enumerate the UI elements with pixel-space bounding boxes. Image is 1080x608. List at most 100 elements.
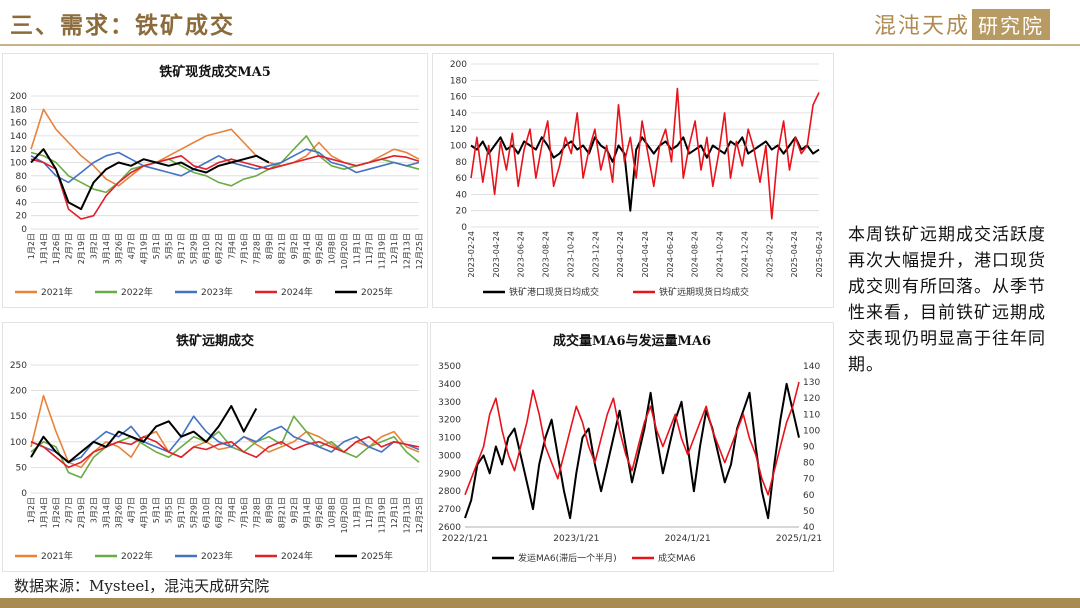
x-tick-label: 12月25日: [415, 497, 424, 533]
y-tick-label: 80: [16, 172, 28, 182]
y2-tick-label: 140: [803, 362, 820, 372]
x-tick-label: 11月1日: [352, 497, 361, 528]
y-tick-label: 200: [10, 92, 27, 102]
x-tick-label: 5月17日: [177, 233, 186, 264]
y-tick-label: 100: [450, 142, 467, 152]
x-tick-label: 12月13日: [402, 497, 411, 533]
y-tick-label: 160: [450, 93, 467, 103]
x-tick-label: 11月1日: [352, 233, 361, 264]
x-tick-label: 7月28日: [252, 233, 261, 264]
y2-tick-label: 100: [803, 426, 820, 436]
x-tick-label: 5月29日: [190, 497, 199, 528]
series-line: [30, 155, 420, 220]
x-tick-label: 9月26日: [315, 497, 324, 528]
y-tick-label: 2700: [438, 505, 461, 515]
y-tick-label: 80: [456, 158, 468, 168]
chart-volume-vs-shipment: 成交量MA6与发运量MA6 2600 2700 2800 2900 3000 3100 320…: [430, 322, 834, 572]
x-tick-label: 12月25日: [415, 233, 424, 269]
chart-title: 铁矿远期成交: [175, 333, 254, 349]
x-tick-label: 2024-10-24: [716, 231, 725, 278]
x-tick-label: 5月5日: [165, 497, 174, 523]
legend-label: 成交MA6: [658, 552, 696, 564]
x-tick-label: 3月2日: [90, 233, 99, 259]
x-tick-label: 2023-08-24: [542, 231, 551, 278]
y-tick-label: 140: [450, 109, 467, 119]
y-tick-label: 20: [456, 207, 468, 217]
x-tick-label: 7月28日: [252, 497, 261, 528]
header-bar: 三、需求：铁矿成交 混沌天成 研究院: [0, 0, 1080, 46]
x-tick-label: 2023-12-24: [591, 231, 600, 278]
x-tick-label: 2022/1/21: [442, 534, 488, 544]
x-tick-label: 3月2日: [90, 497, 99, 523]
y2-tick-label: 130: [803, 378, 820, 388]
y2-tick-label: 50: [803, 507, 815, 517]
y-tick-label: 160: [10, 119, 27, 129]
brand-institute: 研究院: [972, 8, 1050, 40]
x-tick-label: 10月20日: [340, 233, 349, 269]
y2-tick-label: 90: [803, 443, 815, 453]
data-source: 数据来源：Mysteel，混沌天成研究院: [14, 577, 270, 595]
y2-tick-label: 60: [803, 491, 815, 501]
x-tick-label: 1月14日: [40, 233, 49, 264]
y-tick-label: 0: [21, 225, 27, 235]
x-tick-label: 9月26日: [315, 233, 324, 264]
x-tick-label: 9月2日: [290, 497, 299, 523]
chart-port-vs-forward: 0 20 40 60 80 100 120 140 160 180 200 2023-02-24 202…: [432, 53, 834, 308]
x-tick-label: 5月29日: [190, 233, 199, 264]
x-tick-label: 2025-02-24: [765, 231, 774, 278]
x-tick-label: 9月2日: [290, 233, 299, 259]
x-tick-label: 4月7日: [127, 233, 136, 259]
x-tick-label: 3月14日: [102, 233, 111, 264]
chart-svg: 成交量MA6与发运量MA6 2600 2700 2800 2900 3000 3100 320…: [438, 333, 822, 564]
x-tick-label: 2025-04-24: [790, 231, 799, 278]
legend-label: 铁矿港口现货日均成交: [509, 286, 599, 298]
y-tick-label: 3000: [438, 451, 461, 461]
x-tick-label: 1月26日: [52, 233, 61, 264]
x-tick-label: 2024-06-24: [666, 231, 675, 278]
legend-label: 2022年: [121, 286, 153, 298]
x-tick-label: 4月19日: [140, 497, 149, 528]
x-tick-label: 2024-08-24: [691, 231, 700, 278]
y-tick-label: 2800: [438, 487, 461, 497]
x-tick-label: 2月19日: [77, 497, 86, 528]
x-tick-label: 12月1日: [390, 233, 399, 264]
x-tick-label: 2023-02-24: [467, 231, 476, 278]
x-tick-label: 6月22日: [215, 497, 224, 528]
commentary-text: 本周铁矿远期成交活跃度再次大幅提升，港口现货成交则有所回落。从季节性来看，目前铁…: [848, 225, 1046, 375]
series-line: [30, 148, 270, 211]
x-tick-label: 8月21日: [277, 233, 286, 264]
y-tick-label: 40: [456, 190, 468, 200]
y-tick-label: 200: [10, 387, 27, 397]
x-tick-label: 6月22日: [215, 233, 224, 264]
y2-tick-label: 40: [803, 523, 815, 533]
y-tick-label: 3200: [438, 416, 461, 426]
chart-svg: 铁矿现货成交MA5 0 20 40 60 80 100 120 140 160 180 200 1月2日…: [10, 64, 424, 298]
y2-tick-label: 80: [803, 459, 815, 469]
x-tick-label: 1月2日: [27, 233, 36, 259]
x-tick-label: 2024-04-24: [641, 231, 650, 278]
legend-label: 2024年: [281, 286, 313, 298]
x-tick-label: 8月9日: [265, 233, 274, 259]
x-tick-label: 6月10日: [202, 233, 211, 264]
y-tick-label: 2600: [438, 523, 461, 533]
x-tick-label: 11月19日: [377, 233, 386, 269]
series-line: [30, 435, 420, 469]
y-tick-label: 40: [16, 198, 28, 208]
y-tick-label: 180: [10, 105, 27, 115]
x-tick-label: 3月26日: [115, 497, 124, 528]
y-tick-label: 200: [450, 60, 467, 70]
legend-label: 2021年: [41, 286, 73, 298]
x-tick-label: 5月1日: [152, 233, 161, 259]
x-tick-label: 2024-12-24: [740, 231, 749, 278]
y-tick-label: 3500: [438, 362, 461, 372]
legend-label: 2021年: [41, 550, 73, 562]
legend-label: 2025年: [361, 286, 393, 298]
x-tick-label: 8月21日: [277, 497, 286, 528]
page-title: 三、需求：铁矿成交: [10, 12, 235, 39]
y-tick-label: 100: [10, 159, 27, 169]
x-tick-label: 2023-10-24: [566, 231, 575, 278]
y-tick-label: 120: [450, 125, 467, 135]
x-tick-label: 11月19日: [377, 497, 386, 533]
series-line: [30, 135, 420, 194]
